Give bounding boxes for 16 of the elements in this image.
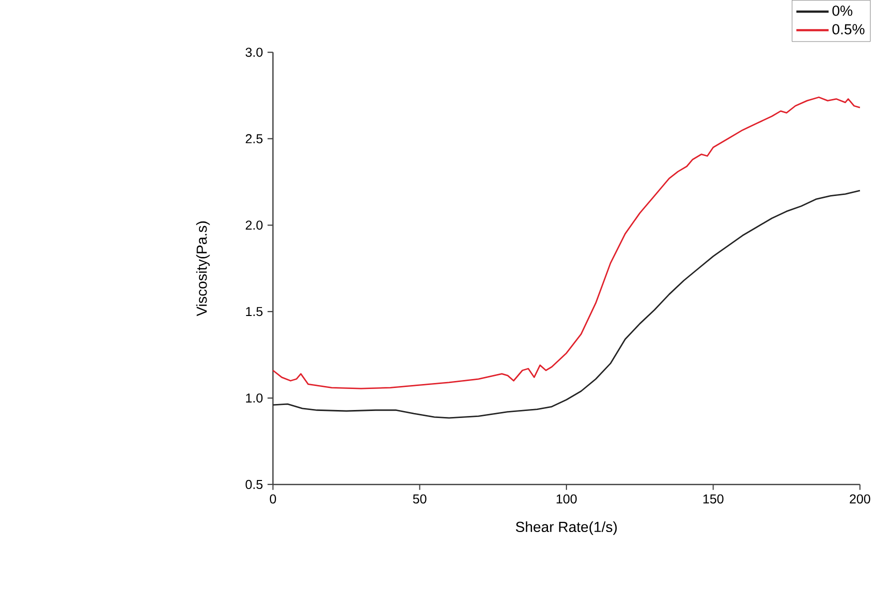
x-tick-label: 200 bbox=[850, 494, 870, 504]
x-axis-title: Shear Rate(1/s) bbox=[516, 521, 617, 535]
y-axis-title: Viscosity(Pa.s) bbox=[196, 221, 210, 316]
y-tick-label: 1.5 bbox=[246, 307, 263, 316]
y-tick-label: 2.5 bbox=[246, 134, 263, 144]
legend-label: 0% bbox=[832, 6, 852, 16]
x-tick-label: 150 bbox=[703, 494, 724, 504]
y-tick-label: 0.5 bbox=[246, 480, 263, 489]
y-tick-label: 2.0 bbox=[246, 220, 263, 230]
x-tick-label: 50 bbox=[413, 494, 426, 504]
y-tick-label: 3.0 bbox=[246, 48, 263, 57]
legend-label: 0.5% bbox=[832, 24, 864, 34]
x-tick-label: 100 bbox=[556, 494, 577, 504]
y-tick-label: 1.0 bbox=[246, 393, 263, 403]
x-tick-label: 0 bbox=[270, 494, 276, 504]
line-series bbox=[272, 190, 861, 419]
